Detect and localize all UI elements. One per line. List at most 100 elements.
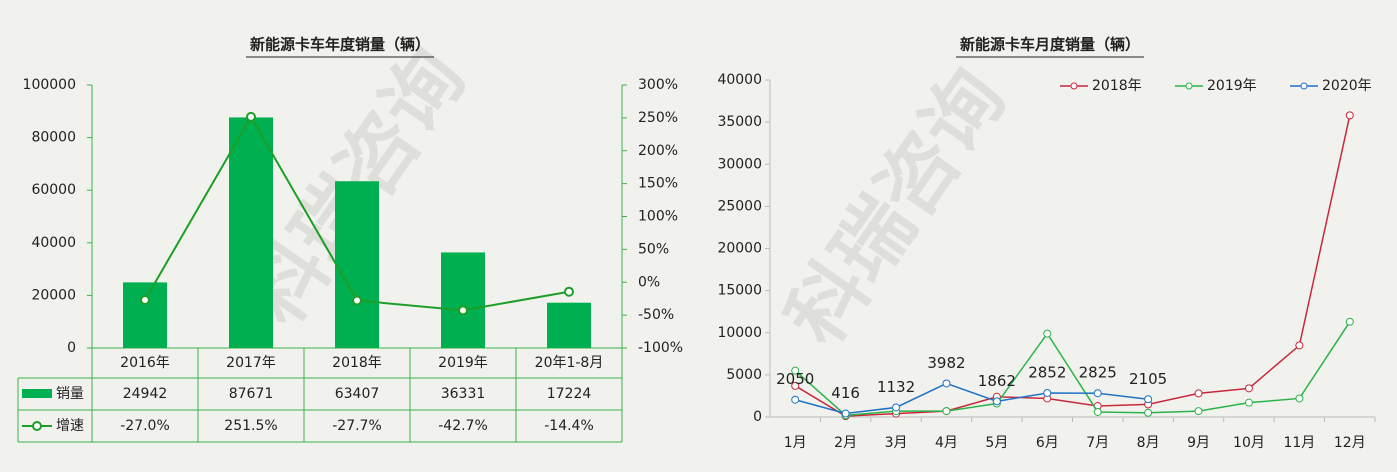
point [246, 111, 256, 122]
table-cell: -27.0% [120, 418, 170, 434]
y-tick-label: 15000 [717, 283, 762, 299]
y-tick-label: 40000 [717, 72, 762, 88]
y-tick-label: 80000 [31, 130, 76, 146]
table-cell: 63407 [335, 386, 380, 402]
bar [547, 302, 591, 348]
y-tick-label: 35000 [717, 114, 762, 130]
y2-tick-label: -50% [638, 307, 674, 323]
data-label: 1862 [978, 372, 1016, 390]
chart-title: 新能源卡车年度销量（辆） [250, 36, 430, 54]
y2-tick-label: 200% [638, 143, 678, 159]
data-label: 416 [831, 384, 860, 402]
y2-tick-label: 50% [638, 241, 669, 257]
x-tick-label: 8月 [1137, 435, 1160, 451]
point [791, 395, 800, 404]
data-label: 2105 [1129, 370, 1167, 388]
point [1295, 394, 1304, 403]
point [1144, 395, 1153, 404]
point [1043, 388, 1052, 397]
y-tick-label: 5000 [726, 367, 762, 383]
data-label: 2852 [1028, 363, 1066, 381]
y2-tick-label: 0% [638, 274, 660, 290]
data-label: 2825 [1079, 364, 1117, 382]
x-tick-label: 6月 [1036, 435, 1059, 451]
x-tick-label: 4月 [935, 435, 958, 451]
y-tick-label: 25000 [717, 198, 762, 214]
point [1144, 408, 1153, 417]
point [1244, 384, 1253, 393]
point [791, 381, 800, 390]
table-cell: 251.5% [224, 418, 277, 434]
bar [335, 181, 379, 348]
legend-swatch [22, 389, 52, 398]
x-tick-label: 2017年 [226, 355, 276, 371]
x-tick-label: 5月 [985, 435, 1008, 451]
legend-marker [1300, 82, 1308, 90]
legend-label: 2019年 [1207, 78, 1257, 94]
y-tick-label: 40000 [31, 235, 76, 251]
table-cell: -14.4% [544, 418, 594, 434]
y-tick-label: 0 [67, 340, 76, 356]
point [791, 366, 800, 375]
legend-label: 销量 [56, 386, 84, 402]
table-cell: -42.7% [438, 418, 488, 434]
line [794, 321, 1351, 417]
x-tick-label: 3月 [885, 435, 908, 451]
point [1345, 111, 1354, 120]
point [1295, 341, 1304, 350]
y-tick-label: 30000 [717, 156, 762, 172]
y2-tick-label: 100% [638, 209, 678, 225]
line [794, 115, 1351, 417]
x-tick-label: 10月 [1233, 435, 1265, 451]
y-tick-label: 60000 [31, 182, 76, 198]
x-tick-label: 2019年 [438, 355, 488, 371]
legend-label: 增速 [56, 418, 84, 434]
point [1244, 398, 1253, 407]
y2-tick-label: 150% [638, 176, 678, 192]
y-tick-label: 100000 [23, 77, 76, 93]
y2-tick-label: 250% [638, 110, 678, 126]
x-tick-label: 2018年 [332, 355, 382, 371]
legend-label: 2018年 [1092, 78, 1142, 94]
x-tick-label: 9月 [1187, 435, 1210, 451]
y2-tick-label: 300% [638, 77, 678, 93]
chart-title: 新能源卡车月度销量（辆） [960, 36, 1140, 54]
point [458, 305, 468, 316]
watermark: 科瑞咨询 [770, 54, 1023, 361]
x-tick-label: 12月 [1334, 435, 1366, 451]
point [841, 409, 850, 418]
legend-marker [1185, 82, 1193, 90]
legend-label: 2020年 [1322, 78, 1372, 94]
table-cell: 87671 [229, 386, 274, 402]
data-label: 1132 [877, 378, 915, 396]
point [892, 403, 901, 412]
y-tick-label: 10000 [717, 325, 762, 341]
x-tick-label: 2016年 [120, 355, 170, 371]
point [992, 397, 1001, 406]
legend-marker [32, 421, 42, 431]
point [1093, 407, 1102, 416]
bar [229, 117, 273, 349]
data-label: 2050 [776, 370, 814, 388]
table-cell: 17224 [547, 386, 592, 402]
table-cell: 24942 [123, 386, 168, 402]
point [942, 379, 951, 388]
y2-tick-label: -100% [638, 340, 683, 356]
point [1194, 407, 1203, 416]
y-tick-label: 0 [753, 409, 762, 425]
x-tick-label: 2月 [834, 435, 857, 451]
bar [441, 252, 485, 348]
bar [123, 282, 167, 348]
table-cell: -27.7% [332, 418, 382, 434]
line [795, 382, 1149, 415]
point [140, 295, 150, 306]
y-tick-label: 20000 [31, 287, 76, 303]
table-cell: 36331 [441, 386, 486, 402]
point [1194, 389, 1203, 398]
y-tick-label: 20000 [717, 241, 762, 257]
x-tick-label: 1月 [784, 435, 807, 451]
point [1093, 389, 1102, 398]
x-tick-label: 20年1-8月 [535, 355, 604, 371]
